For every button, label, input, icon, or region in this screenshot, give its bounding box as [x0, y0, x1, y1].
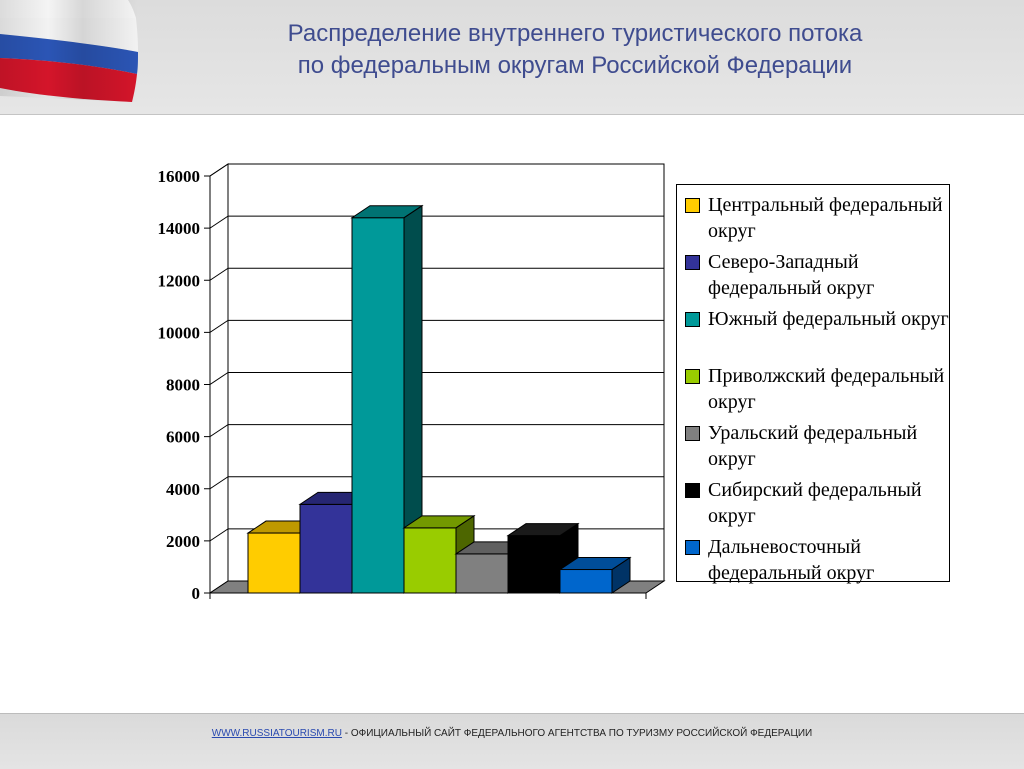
- legend-swatch: [685, 426, 700, 441]
- footer-description: - ОФИЦИАЛЬНЫЙ САЙТ ФЕДЕРАЛЬНОГО АГЕНТСТВ…: [341, 728, 813, 739]
- legend-swatch: [685, 198, 700, 213]
- bar-6-front: [507, 535, 561, 594]
- legend-swatch: [685, 312, 700, 327]
- y-tick-label: 8000: [166, 376, 200, 395]
- legend-label: Уральский федеральный округ: [708, 422, 918, 470]
- legend-label: Центральный федеральный округ: [708, 194, 943, 242]
- y-tick-label: 2000: [166, 532, 200, 551]
- gridline-side: [209, 267, 229, 281]
- y-tick-label: 4000: [166, 480, 200, 499]
- title-line-1: Распределение внутреннего туристического…: [287, 20, 863, 47]
- gridline-side: [209, 163, 229, 177]
- russian-flag-icon: [0, 0, 138, 102]
- bar-4-top: [402, 515, 476, 529]
- legend-item: Сибирский федеральный округ: [677, 477, 949, 534]
- bar-7-front: [559, 569, 613, 594]
- y-tick-label: 12000: [158, 271, 201, 290]
- footer-bar: WWW.RUSSIATOURISM.RU - ОФИЦИАЛЬНЫЙ САЙТ …: [0, 713, 1024, 769]
- legend-swatch: [685, 483, 700, 498]
- legend-label: Дальневосточный федеральный округ: [708, 536, 875, 584]
- legend-item: Дальневосточный федеральный округ: [677, 534, 949, 591]
- y-tick-label: 0: [192, 584, 201, 603]
- bar-6-top: [506, 523, 580, 537]
- legend-label: Северо-Западный федеральный округ: [708, 251, 875, 299]
- footer-text: WWW.RUSSIATOURISM.RU - ОФИЦИАЛЬНЫЙ САЙТ …: [0, 728, 1024, 739]
- legend-swatch: [685, 255, 700, 270]
- bar-3-front: [351, 217, 405, 594]
- legend-label: Южный федеральный округ: [708, 308, 949, 330]
- bar-chart: 0 2000 4000 6000 8000 10000 12000 14000 16000: [158, 163, 666, 603]
- gridline-side: [209, 424, 229, 438]
- chart-legend: Центральный федеральный округ Северо-Запа…: [676, 184, 950, 584]
- gridline-side: [209, 528, 229, 542]
- page-title: Распределение внутреннего туристического…: [180, 18, 970, 82]
- bar-4-front: [403, 527, 457, 594]
- footer-site-link[interactable]: WWW.RUSSIATOURISM.RU: [211, 728, 342, 739]
- legend-item: Центральный федеральный округ: [677, 192, 949, 249]
- y-tick-label: 10000: [158, 323, 201, 342]
- title-line-2: по федеральным округам Российской Федера…: [297, 52, 853, 79]
- legend-swatch: [685, 540, 700, 555]
- gridline-side: [209, 319, 229, 333]
- header-bar: Распределение внутреннего туристического…: [0, 0, 1024, 115]
- bar-3-top: [350, 205, 424, 219]
- y-tick-label: 6000: [166, 428, 200, 447]
- legend-label: Сибирский федеральный округ: [708, 479, 922, 527]
- bar-7-top: [558, 557, 632, 571]
- legend-item: Уральский федеральный округ: [677, 420, 949, 477]
- legend-item: Южный федеральный округ: [677, 306, 949, 363]
- legend-swatch: [685, 369, 700, 384]
- bar-5-front: [455, 553, 509, 594]
- legend-label: Приволжский федеральный округ: [708, 365, 945, 413]
- bar-2-front: [299, 503, 353, 594]
- gridline-side: [209, 476, 229, 490]
- legend-item: Северо-Западный федеральный округ: [677, 249, 949, 306]
- bar-1-front: [247, 532, 301, 594]
- y-tick-label: 14000: [158, 219, 201, 238]
- legend-item: Приволжский федеральный округ: [677, 363, 949, 420]
- y-tick-label: 16000: [158, 167, 201, 186]
- gridline-side: [209, 372, 229, 385]
- gridline-side: [209, 215, 229, 229]
